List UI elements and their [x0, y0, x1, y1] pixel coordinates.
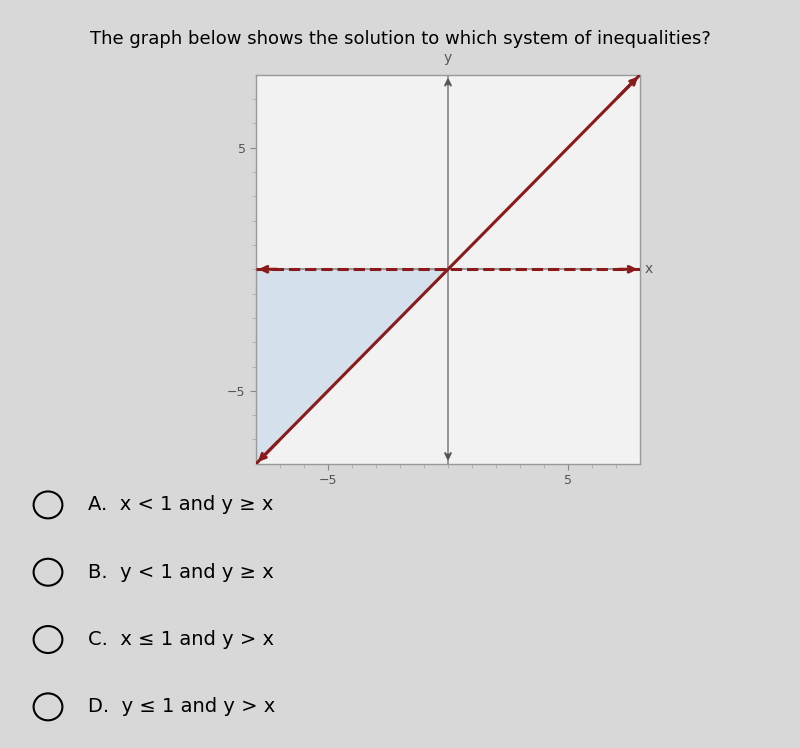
Text: C.  x ≤ 1 and y > x: C. x ≤ 1 and y > x [88, 630, 274, 649]
Text: D.  y ≤ 1 and y > x: D. y ≤ 1 and y > x [88, 697, 275, 717]
Text: B.  y < 1 and y ≥ x: B. y < 1 and y ≥ x [88, 562, 274, 582]
Text: A.  x < 1 and y ≥ x: A. x < 1 and y ≥ x [88, 495, 274, 515]
Text: y: y [444, 51, 452, 65]
Text: The graph below shows the solution to which system of inequalities?: The graph below shows the solution to wh… [90, 30, 710, 48]
Text: x: x [645, 263, 653, 276]
